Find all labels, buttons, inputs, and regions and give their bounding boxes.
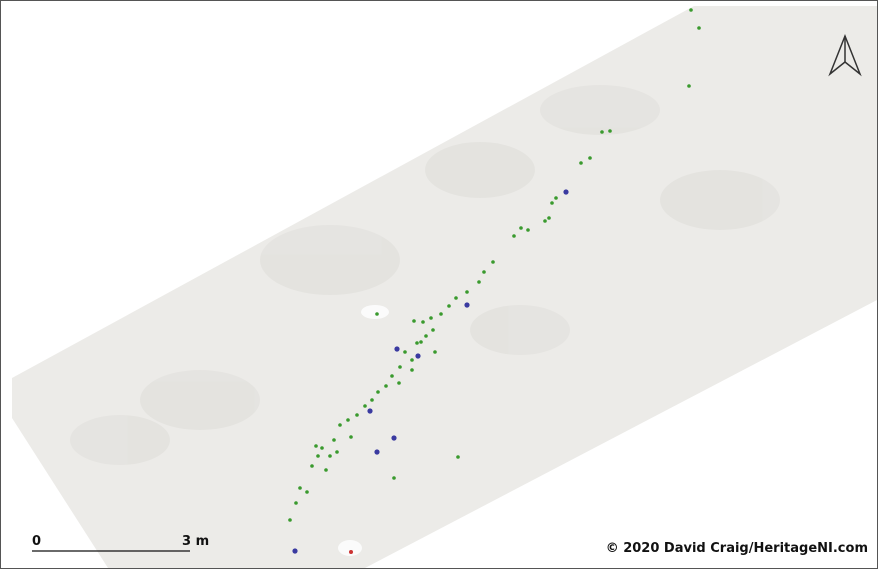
find-point bbox=[579, 161, 583, 165]
find-point bbox=[298, 486, 302, 490]
find-point bbox=[397, 381, 401, 385]
find-point bbox=[554, 196, 558, 200]
find-point bbox=[447, 304, 451, 308]
find-point bbox=[608, 129, 612, 133]
find-point bbox=[349, 550, 353, 554]
find-point bbox=[415, 341, 419, 345]
find-point bbox=[332, 438, 336, 442]
find-point bbox=[697, 26, 701, 30]
find-point bbox=[390, 374, 394, 378]
find-point bbox=[433, 350, 437, 354]
find-point bbox=[403, 350, 407, 354]
find-point bbox=[355, 413, 359, 417]
find-point bbox=[376, 390, 380, 394]
find-point bbox=[314, 444, 318, 448]
find-point bbox=[374, 449, 379, 454]
find-point bbox=[512, 234, 516, 238]
find-point bbox=[588, 156, 592, 160]
find-point bbox=[410, 368, 414, 372]
find-point bbox=[454, 296, 458, 300]
find-point bbox=[550, 201, 554, 205]
map-view: 0 3 m © 2020 David Craig/HeritageNI.com bbox=[0, 0, 878, 569]
find-point bbox=[320, 446, 324, 450]
find-point bbox=[464, 302, 469, 307]
find-point bbox=[324, 468, 328, 472]
scale-end-label: 3 m bbox=[182, 534, 209, 549]
find-point bbox=[328, 454, 332, 458]
find-point bbox=[415, 353, 420, 358]
find-point bbox=[391, 435, 396, 440]
find-point bbox=[292, 548, 297, 553]
find-point bbox=[375, 312, 379, 316]
find-point bbox=[687, 84, 691, 88]
find-point bbox=[429, 316, 433, 320]
find-point bbox=[392, 476, 396, 480]
find-point bbox=[412, 319, 416, 323]
bright-patch bbox=[361, 305, 389, 319]
find-point bbox=[370, 398, 374, 402]
find-point bbox=[439, 312, 443, 316]
find-point bbox=[410, 358, 414, 362]
find-point bbox=[424, 334, 428, 338]
find-point bbox=[465, 290, 469, 294]
find-point bbox=[482, 270, 486, 274]
find-point bbox=[346, 418, 350, 422]
find-point bbox=[310, 464, 314, 468]
find-point bbox=[363, 404, 367, 408]
attribution: © 2020 David Craig/HeritageNI.com bbox=[606, 541, 868, 556]
find-point bbox=[456, 455, 460, 459]
find-point bbox=[547, 216, 551, 220]
scale-start-label: 0 bbox=[32, 534, 41, 549]
find-point bbox=[349, 435, 353, 439]
find-point bbox=[288, 518, 292, 522]
find-point bbox=[543, 219, 547, 223]
find-point bbox=[316, 454, 320, 458]
find-point bbox=[398, 365, 402, 369]
find-point bbox=[305, 490, 309, 494]
find-point bbox=[338, 423, 342, 427]
find-point bbox=[600, 130, 604, 134]
find-point bbox=[419, 340, 423, 344]
find-point bbox=[477, 280, 481, 284]
find-point bbox=[519, 226, 523, 230]
find-point bbox=[421, 320, 425, 324]
find-point bbox=[367, 408, 372, 413]
find-point bbox=[491, 260, 495, 264]
find-point bbox=[294, 501, 298, 505]
find-point bbox=[384, 384, 388, 388]
find-point bbox=[394, 346, 399, 351]
find-point bbox=[335, 450, 339, 454]
find-point bbox=[431, 328, 435, 332]
find-point bbox=[689, 8, 693, 12]
find-point bbox=[563, 189, 568, 194]
find-point bbox=[526, 228, 530, 232]
